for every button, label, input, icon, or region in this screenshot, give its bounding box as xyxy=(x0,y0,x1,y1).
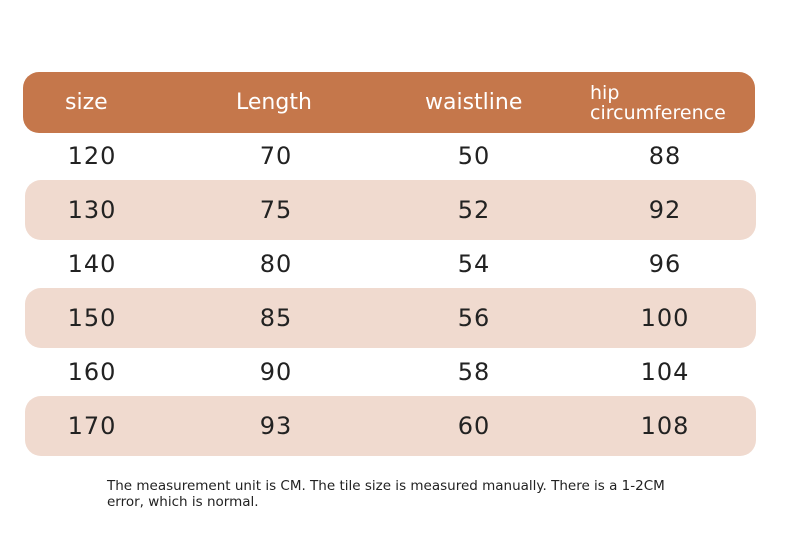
table-cell: 56 xyxy=(457,304,491,332)
row-stripe xyxy=(25,396,756,456)
row-stripe xyxy=(25,180,756,240)
table-cell: 104 xyxy=(640,358,690,386)
row-stripe xyxy=(25,288,756,348)
table-cell: 80 xyxy=(259,250,293,278)
table-cell: 150 xyxy=(67,304,117,332)
header-cell: size xyxy=(65,90,108,115)
table-cell: 130 xyxy=(67,196,117,224)
table-cell: 120 xyxy=(67,142,117,170)
table-cell: 60 xyxy=(457,412,491,440)
table-cell: 54 xyxy=(457,250,491,278)
table-cell: 93 xyxy=(259,412,293,440)
table-cell: 58 xyxy=(457,358,491,386)
footnote: The measurement unit is CM. The tile siz… xyxy=(107,478,665,510)
table-cell: 85 xyxy=(259,304,293,332)
table-cell: 52 xyxy=(457,196,491,224)
header-cell: hip circumference xyxy=(590,81,726,124)
table-cell: 70 xyxy=(259,142,293,170)
header-cell: waistline xyxy=(425,90,523,115)
table-cell: 160 xyxy=(67,358,117,386)
table-cell: 92 xyxy=(648,196,682,224)
table-cell: 75 xyxy=(259,196,293,224)
header-bar: size Length waistline hip circumference xyxy=(23,72,755,133)
table-cell: 50 xyxy=(457,142,491,170)
table-cell: 90 xyxy=(259,358,293,386)
header-cell: Length xyxy=(236,90,312,115)
table-cell: 170 xyxy=(67,412,117,440)
table-cell: 88 xyxy=(648,142,682,170)
table-cell: 96 xyxy=(648,250,682,278)
table-cell: 100 xyxy=(640,304,690,332)
table-cell: 108 xyxy=(640,412,690,440)
table-cell: 140 xyxy=(67,250,117,278)
